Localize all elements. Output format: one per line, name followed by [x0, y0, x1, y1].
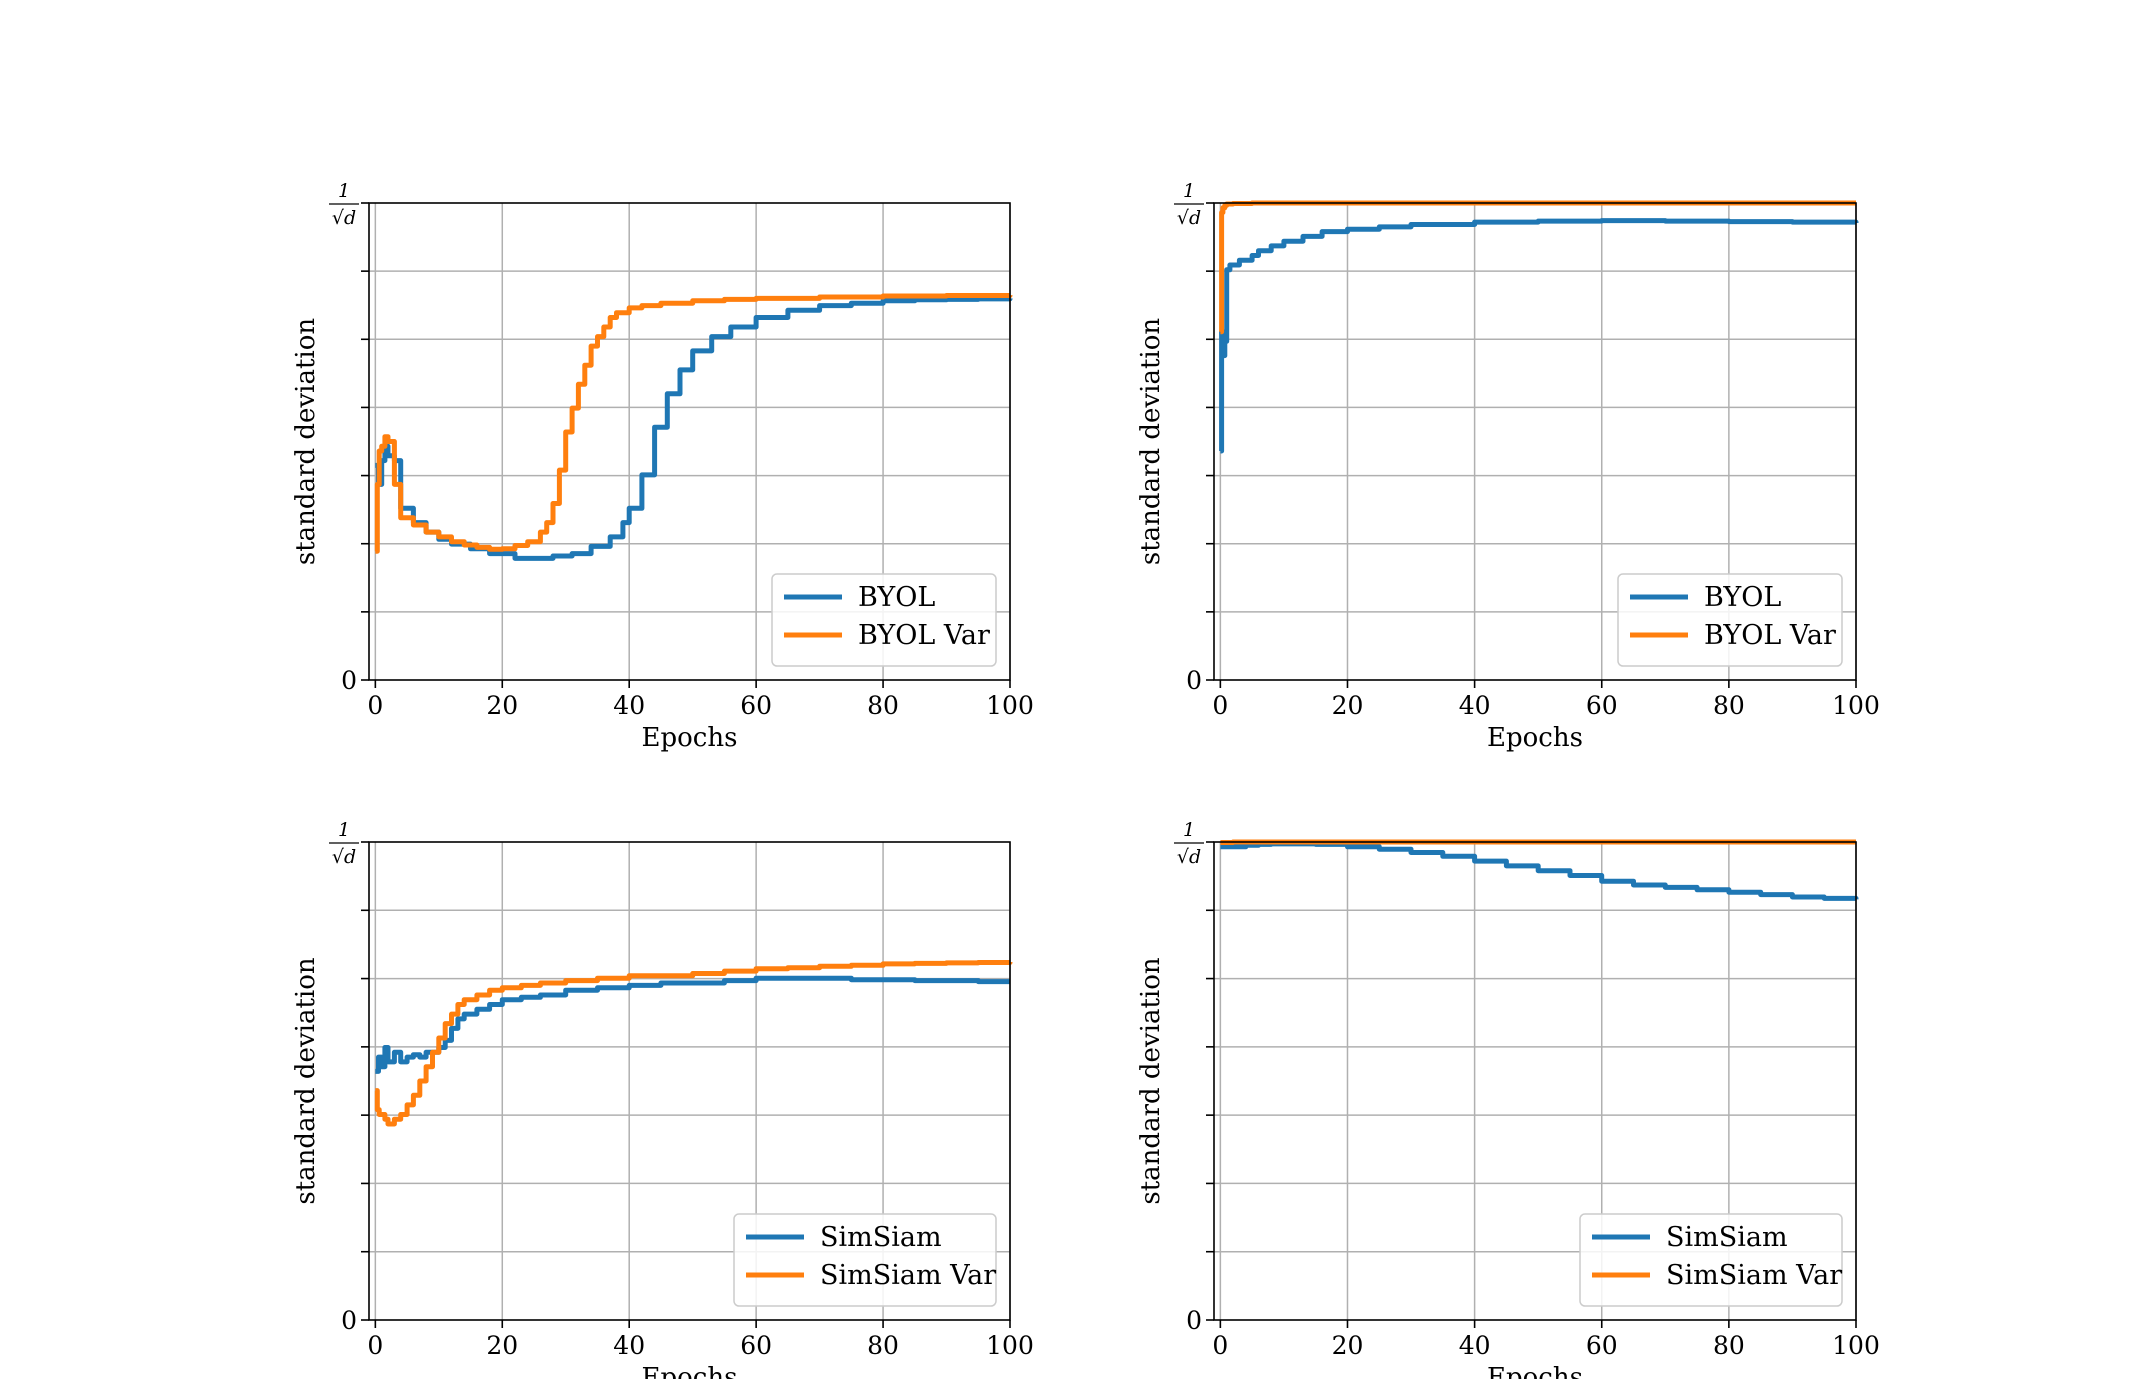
legend-label: BYOL: [1704, 582, 1781, 613]
series-line-byol: [375, 296, 1013, 561]
chart-panel-1: 0 20 40 60 80 100 0 1 √d Epochs standard deviation…: [291, 180, 1034, 753]
x-tick-label: 100: [1832, 1331, 1880, 1360]
x-tick-label: 60: [1586, 1331, 1618, 1360]
x-tick-label: 40: [1459, 691, 1491, 720]
x-tick-label: 20: [486, 691, 518, 720]
legend-label: SimSiam: [820, 1222, 942, 1253]
y-axis-label: standard deviation: [291, 318, 321, 565]
x-tick-label: 80: [867, 1331, 899, 1360]
x-tick-label: 80: [1713, 691, 1745, 720]
x-tick-label: 20: [1332, 1331, 1364, 1360]
legend-label: BYOL: [858, 582, 935, 613]
y-tick-label-zero: 0: [1186, 666, 1202, 695]
x-axis-label: Epochs: [642, 1363, 738, 1379]
y-tick-label-top: 1 √d: [329, 180, 359, 229]
fraction-numerator: 1: [338, 180, 350, 202]
y-tick-label-zero: 0: [1186, 1306, 1202, 1335]
axes-frame: [368, 202, 1011, 681]
axes-frame: [1213, 841, 1857, 1321]
x-tick-label: 20: [486, 1331, 518, 1360]
y-axis-label: standard deviation: [1136, 957, 1166, 1204]
series-line-byol-var: [374, 293, 1013, 554]
x-tick-label: 40: [613, 1331, 645, 1360]
chart-panel-4: 0 20 40 60 80 100 0 1 √d Epochs standard deviation…: [1136, 819, 1880, 1379]
y-tick-label-zero: 0: [341, 1306, 357, 1335]
fraction-denominator: √d: [1177, 846, 1201, 868]
x-tick-label: 80: [867, 691, 899, 720]
fraction-denominator: √d: [1177, 207, 1201, 229]
legend-label: SimSiam: [1666, 1222, 1788, 1253]
x-axis-label: Epochs: [1487, 723, 1583, 753]
legend: SimSiam SimSiam Var: [1579, 1213, 1843, 1307]
x-tick-label: 100: [986, 1331, 1034, 1360]
legend-label: BYOL Var: [1704, 620, 1836, 651]
legend-label: SimSiam Var: [1666, 1260, 1842, 1291]
legend: BYOL BYOL Var: [1617, 573, 1843, 667]
axes-frame: [1213, 202, 1857, 681]
series-line-simsiam: [375, 975, 1010, 1074]
fraction-denominator: √d: [332, 207, 356, 229]
fraction-numerator: 1: [1183, 180, 1195, 202]
y-tick-label-top: 1 √d: [1174, 819, 1204, 868]
chart-panel-3: 0 20 40 60 80 100 0 1 √d Epochs standard deviation…: [291, 819, 1034, 1379]
x-tick-label: 40: [613, 691, 645, 720]
x-tick-label: 60: [740, 1331, 772, 1360]
series-line-simsiam-var: [374, 960, 1013, 1127]
x-tick-label: 0: [367, 691, 383, 720]
series-line-byol: [1219, 218, 1859, 454]
x-tick-label: 100: [1832, 691, 1880, 720]
x-tick-label: 100: [986, 691, 1034, 720]
x-tick-label: 40: [1459, 1331, 1491, 1360]
fraction-numerator: 1: [338, 819, 350, 841]
y-axis-label: standard deviation: [291, 957, 321, 1204]
y-tick-label-top: 1 √d: [1174, 180, 1204, 229]
y-tick-label-top: 1 √d: [329, 819, 359, 868]
chart-panel-2: 0 20 40 60 80 100 0 1 √d Epochs standard deviation…: [1136, 180, 1880, 753]
legend-label: SimSiam Var: [820, 1260, 996, 1291]
legend: BYOL BYOL Var: [771, 573, 997, 667]
x-tick-label: 20: [1332, 691, 1364, 720]
x-axis-label: Epochs: [642, 723, 738, 753]
x-axis-label: Epochs: [1487, 1363, 1583, 1379]
legend: SimSiam SimSiam Var: [733, 1213, 997, 1307]
x-tick-label: 60: [740, 691, 772, 720]
x-tick-label: 0: [367, 1331, 383, 1360]
x-tick-label: 60: [1586, 691, 1618, 720]
x-tick-label: 0: [1212, 1331, 1228, 1360]
axes-frame: [368, 841, 1011, 1321]
y-tick-label-zero: 0: [341, 666, 357, 695]
fraction-numerator: 1: [1183, 819, 1195, 841]
x-tick-label: 80: [1713, 1331, 1745, 1360]
series-line-simsiam: [1220, 841, 1859, 901]
legend-label: BYOL Var: [858, 620, 990, 651]
x-tick-label: 0: [1212, 691, 1228, 720]
fraction-denominator: √d: [332, 846, 356, 868]
y-axis-label: standard deviation: [1136, 318, 1166, 565]
